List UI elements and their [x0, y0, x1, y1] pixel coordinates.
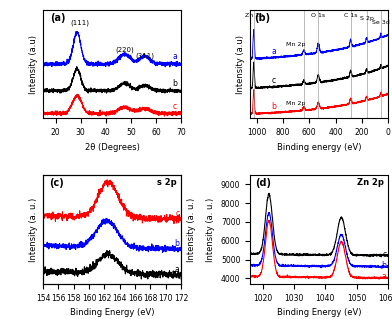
Text: a: a	[271, 47, 276, 56]
Y-axis label: Intensity (a. u.): Intensity (a. u.)	[187, 197, 196, 262]
Text: Zn 2p: Zn 2p	[357, 178, 384, 187]
Text: c: c	[382, 250, 387, 259]
X-axis label: Binding energy (eV): Binding energy (eV)	[277, 143, 361, 152]
Text: c: c	[272, 76, 276, 85]
X-axis label: 2θ (Degrees): 2θ (Degrees)	[85, 143, 140, 152]
Text: b: b	[382, 261, 387, 270]
Text: (220): (220)	[115, 47, 134, 53]
X-axis label: Binding Energy (eV): Binding Energy (eV)	[70, 308, 154, 317]
Text: Se 3d: Se 3d	[372, 20, 390, 25]
Y-axis label: Intensity (a.u): Intensity (a.u)	[236, 34, 245, 93]
Text: a: a	[172, 52, 177, 61]
Text: a: a	[382, 272, 387, 281]
Text: Mn 2p: Mn 2p	[286, 101, 305, 106]
Text: Zn 2p: Zn 2p	[245, 13, 263, 18]
Y-axis label: Intensity (a. u.): Intensity (a. u.)	[29, 197, 38, 262]
Text: (b): (b)	[254, 13, 270, 23]
Text: O 1s: O 1s	[311, 13, 325, 18]
Text: (a): (a)	[50, 13, 65, 23]
Text: (111): (111)	[70, 20, 89, 26]
Text: a: a	[175, 264, 180, 274]
Text: C 1s: C 1s	[344, 13, 358, 18]
X-axis label: Binding Energy (eV): Binding Energy (eV)	[277, 308, 361, 317]
Text: b: b	[271, 102, 276, 111]
Text: (311): (311)	[135, 53, 154, 59]
Text: c: c	[173, 101, 177, 110]
Text: (d): (d)	[256, 178, 272, 188]
Y-axis label: Intensity (a. u.): Intensity (a. u.)	[206, 197, 215, 262]
Text: S 2p: S 2p	[359, 17, 374, 21]
Text: b: b	[175, 239, 180, 248]
Text: b: b	[172, 79, 177, 88]
Text: (c): (c)	[49, 178, 64, 188]
Y-axis label: Intensity (a.u): Intensity (a.u)	[29, 34, 38, 93]
Text: Mn 2p: Mn 2p	[286, 42, 305, 47]
Text: s 2p: s 2p	[157, 178, 177, 187]
Text: c: c	[176, 209, 180, 218]
